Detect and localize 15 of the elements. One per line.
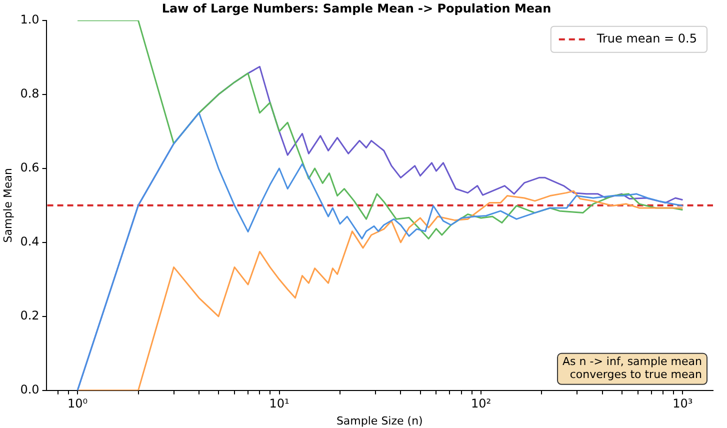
y-tick-label: 1.0 (20, 12, 40, 27)
y-axis-title: Sample Mean (1, 168, 14, 243)
y-tick-label: 0.8 (20, 86, 40, 101)
x-tick-label: 10⁰ (67, 396, 88, 411)
legend-label: True mean = 0.5 (596, 32, 698, 46)
y-tick-label: 0.4 (20, 234, 40, 249)
x-tick-label: 10³ (672, 396, 693, 411)
y-tick-label: 0.2 (20, 308, 40, 323)
annotation: As n -> inf, sample mean converges to true mean (562, 354, 702, 381)
chart-title: Law of Large Numbers: Sample Mean -> Population Mean (162, 1, 552, 16)
x-axis-title: Sample Size (n) (336, 414, 423, 428)
y-tick-label: 0.6 (20, 160, 40, 175)
x-tick-label: 10¹ (269, 396, 290, 411)
y-tick-label: 0.0 (20, 382, 40, 397)
x-tick-label: 10² (470, 396, 492, 411)
